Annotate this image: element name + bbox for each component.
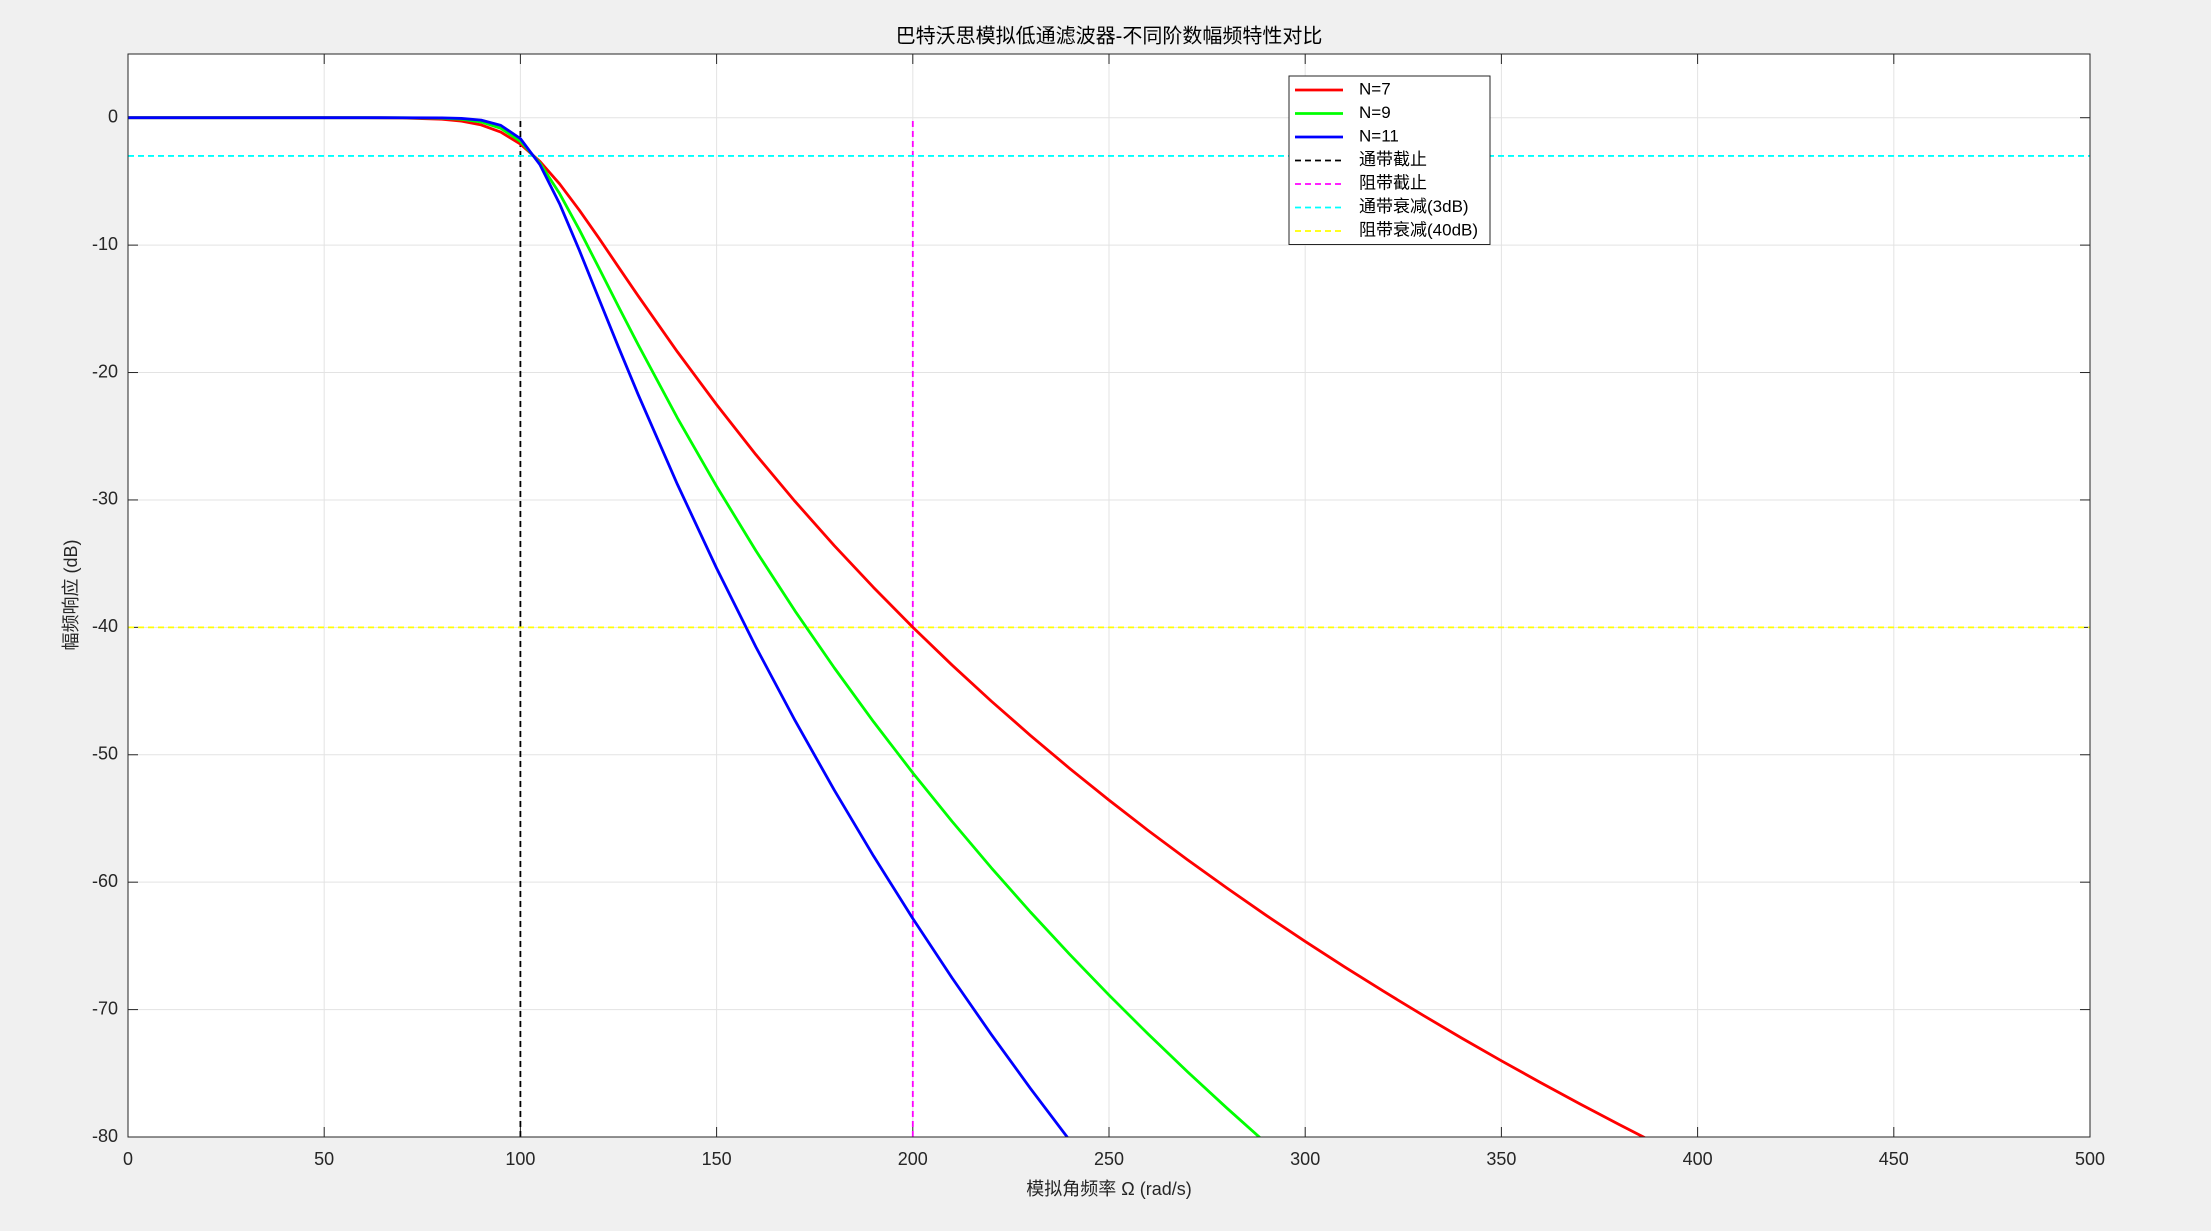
legend-label: 阻带衰减(40dB) [1359,220,1478,239]
x-tick-label: 300 [1290,1149,1320,1169]
x-tick-label: 150 [702,1149,732,1169]
y-tick-label: 0 [108,106,118,126]
y-axis-label: 幅频响应 (dB) [61,539,81,650]
legend-label: 通带截止 [1359,150,1427,169]
legend-label: 阻带截止 [1359,173,1427,192]
y-tick-label: -20 [92,361,118,381]
x-tick-label: 250 [1094,1149,1124,1169]
x-tick-label: 400 [1683,1149,1713,1169]
plot-area [128,116,2090,1137]
x-tick-label: 450 [1879,1149,1909,1169]
y-tick-label: -30 [92,489,118,509]
legend-label: N=11 [1359,126,1399,145]
x-tick-label: 200 [898,1149,928,1169]
y-tick-label: -80 [92,1126,118,1146]
legend-label: 通带衰减(3dB) [1359,197,1469,216]
y-tick-label: -10 [92,234,118,254]
x-tick-label: 100 [505,1149,535,1169]
x-tick-label: 500 [2075,1149,2105,1169]
x-tick-label: 50 [314,1149,334,1169]
chart-title: 巴特沃思模拟低通滤波器-不同阶数幅频特性对比 [896,24,1323,47]
y-tick-label: -70 [92,998,118,1018]
legend-box [1288,75,1491,245]
axes-box [127,53,2091,1138]
x-tick-label: 350 [1486,1149,1516,1169]
x-axis-label: 模拟角频率 Ω (rad/s) [1026,1179,1191,1199]
y-tick-label: -50 [92,744,118,764]
y-tick-label: -60 [92,871,118,891]
series-line [128,116,1069,1137]
legend-label: N=9 [1359,103,1391,122]
legend-label: N=7 [1359,79,1391,98]
y-tick-label: -40 [92,616,118,636]
x-tick-label: 0 [123,1149,133,1169]
